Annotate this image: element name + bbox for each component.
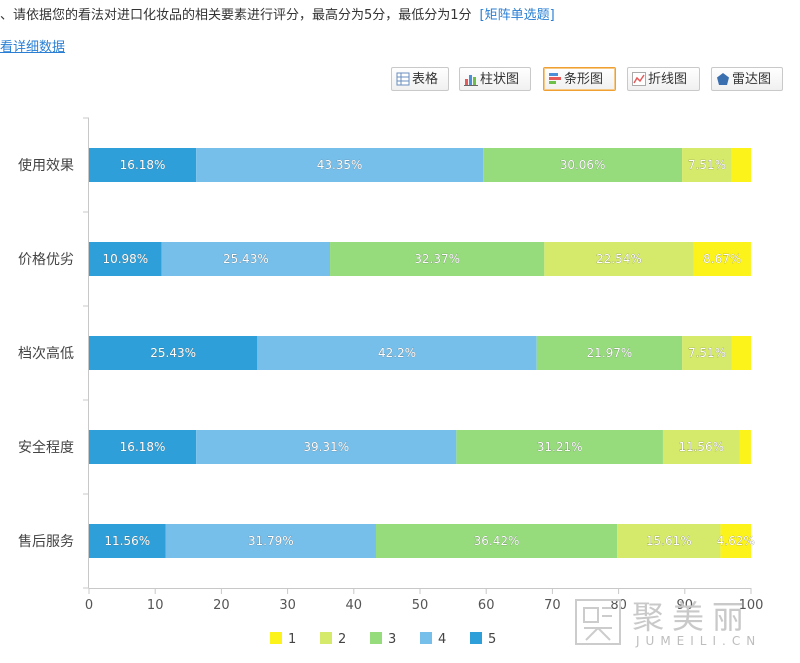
data-label: 4.62%	[717, 534, 755, 548]
radar-chart-button[interactable]: 雷达图	[711, 67, 783, 91]
category-label: 售后服务	[18, 534, 74, 550]
x-tick-label: 100	[739, 598, 764, 613]
x-tick-label: 10	[147, 598, 164, 613]
data-label: 7.51%	[688, 158, 726, 172]
bar-segment	[617, 524, 721, 558]
x-tick-label: 90	[677, 598, 694, 613]
table-icon	[396, 72, 410, 86]
line-chart-button[interactable]: 折线图	[627, 67, 700, 91]
x-tick-label: 30	[279, 598, 296, 613]
bar-segment	[89, 336, 258, 370]
bar-segment	[693, 242, 751, 276]
question-title: 、请依据您的看法对进口化妆品的相关要素进行评分，最高分为5分，最低分为1分 [矩阵…	[0, 6, 800, 26]
stacked-bar-chart: 0 10 20 30 40 50 60 70 80 90 100 使用效果 16.18% 43.35% 30…	[18, 117, 764, 647]
bar-segment	[536, 336, 683, 370]
bar-segment	[682, 148, 732, 182]
data-label: 31.79%	[248, 534, 294, 548]
bar-segment	[330, 242, 545, 276]
data-label: 31.21%	[537, 440, 583, 454]
bar-segment	[544, 242, 694, 276]
data-label: 8.67%	[703, 252, 741, 266]
bar-segment	[89, 148, 197, 182]
bar-segment	[720, 524, 751, 558]
data-label: 10.98%	[102, 252, 148, 266]
data-label: 32.37%	[414, 252, 460, 266]
bar-segment	[375, 524, 618, 558]
bar-chart-icon	[549, 73, 561, 84]
x-tick-label: 0	[85, 598, 93, 613]
bar-chart-button[interactable]: 条形图	[543, 67, 616, 91]
column-chart-icon	[464, 75, 478, 86]
legend-swatch	[420, 632, 432, 644]
data-label: 11.56%	[678, 440, 724, 454]
legend-label: 3	[388, 632, 396, 647]
data-label: 36.42%	[474, 534, 520, 548]
category-label: 安全程度	[18, 439, 74, 456]
data-label: 15.61%	[646, 534, 692, 548]
bar-segment	[483, 148, 683, 182]
data-label: 43.35%	[317, 158, 363, 172]
legend-swatch	[370, 632, 382, 644]
category-label: 档次高低	[18, 345, 74, 362]
category-label: 价格优劣	[18, 252, 74, 268]
table-button[interactable]: 表格	[391, 67, 449, 91]
legend-label: 5	[488, 632, 496, 647]
column-chart-button[interactable]: 柱状图	[459, 67, 531, 91]
data-label: 22.54%	[596, 252, 642, 266]
data-label: 39.31%	[303, 440, 349, 454]
bar-chart-button-label: 条形图	[564, 72, 604, 87]
bar-segment	[682, 336, 732, 370]
data-label: 16.18%	[120, 440, 166, 454]
x-tick-label: 70	[544, 598, 561, 613]
bar-segment	[89, 242, 162, 276]
data-label: 42.2%	[378, 346, 416, 360]
legend-label: 1	[288, 632, 296, 647]
column-chart-button-label: 柱状图	[480, 72, 520, 87]
data-label: 11.56%	[104, 534, 150, 548]
x-tick-label: 50	[412, 598, 429, 613]
table-button-label: 表格	[412, 72, 439, 87]
bar-segment	[161, 242, 331, 276]
legend-swatch	[270, 632, 282, 644]
view-detail-link[interactable]: 看详细数据	[0, 40, 66, 55]
bar-segment	[257, 336, 537, 370]
radar-chart-icon	[717, 73, 729, 85]
bar-segment	[196, 430, 457, 464]
data-label: 25.43%	[150, 346, 196, 360]
legend-label: 4	[438, 632, 446, 647]
bar-segment	[89, 524, 166, 558]
watermark-url: JUMEILI.CN	[636, 634, 762, 648]
bar-segment	[89, 430, 197, 464]
legend-swatch	[470, 632, 482, 644]
data-label: 16.18%	[120, 158, 166, 172]
data-label: 21.97%	[587, 346, 633, 360]
category-label: 使用效果	[18, 157, 74, 174]
question-type-tag: [矩阵单选题]	[479, 8, 555, 23]
x-tick-label: 20	[213, 598, 230, 613]
legend-label: 2	[338, 632, 346, 647]
legend-swatch	[320, 632, 332, 644]
line-chart-icon	[632, 72, 646, 86]
x-tick-label: 80	[610, 598, 627, 613]
bar-segment	[196, 148, 484, 182]
bar-segment	[731, 336, 751, 370]
radar-chart-button-label: 雷达图	[732, 72, 772, 87]
line-chart-button-label: 折线图	[648, 72, 688, 87]
bar-segment	[456, 430, 663, 464]
x-tick-label: 60	[478, 598, 495, 613]
x-tick-label: 40	[346, 598, 363, 613]
bar-segment	[731, 148, 751, 182]
data-label: 25.43%	[223, 252, 269, 266]
bar-segment	[165, 524, 376, 558]
bar-segment	[662, 430, 740, 464]
data-label: 7.51%	[688, 346, 726, 360]
watermark: 聚美丽 JUMEILI.CN	[572, 592, 792, 652]
question-text: 、请依据您的看法对进口化妆品的相关要素进行评分，最高分为5分，最低分为1分	[0, 8, 472, 23]
watermark-logo	[575, 599, 621, 645]
bar-segment	[739, 430, 751, 464]
watermark-text: 聚美丽	[632, 598, 753, 636]
data-label: 30.06%	[560, 158, 606, 172]
